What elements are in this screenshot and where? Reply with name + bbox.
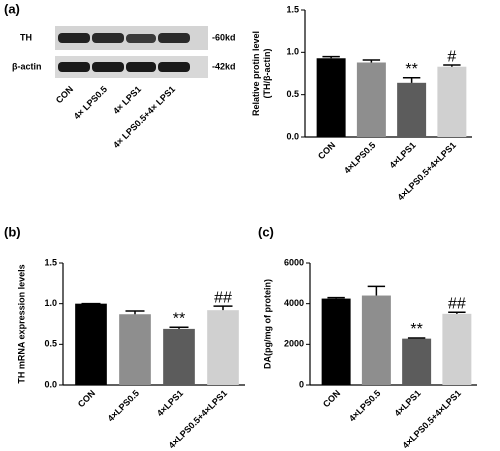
blot-size: -60kd — [212, 32, 236, 42]
band — [58, 33, 90, 43]
x-tick-label: 4×LPS0.5 — [342, 140, 378, 176]
bar — [437, 66, 467, 137]
y-tick-label: 0.0 — [286, 131, 299, 141]
panel-label: (c) — [258, 224, 274, 239]
error-bar — [327, 296, 345, 299]
y-axis-label: DA(pg/mg of protein) — [262, 279, 272, 369]
lane-label: CON — [54, 84, 75, 105]
significance: ** — [410, 321, 422, 338]
blot-size: -42kd — [212, 61, 236, 71]
panel-label: (b) — [4, 224, 21, 239]
error-bar — [407, 337, 426, 339]
error-bar — [322, 55, 340, 59]
band — [158, 33, 190, 43]
band — [92, 62, 124, 72]
y-tick-label: 6000 — [284, 257, 304, 267]
bar — [75, 303, 107, 385]
blot-row-label: TH — [20, 32, 32, 42]
y-tick-label: 4000 — [284, 298, 304, 308]
y-tick-label: 1.5 — [44, 257, 57, 267]
x-tick-label: CON — [321, 388, 342, 409]
error-bar — [402, 76, 421, 83]
lane-label: 4× LPS0.5+4× LPS1 — [111, 84, 177, 150]
significance: ** — [405, 61, 417, 78]
bar — [402, 338, 432, 385]
y-axis-label: Relative protin level — [251, 31, 261, 116]
y-tick-label: 1.0 — [286, 47, 299, 57]
significance: ## — [448, 295, 466, 312]
error-bar — [169, 326, 189, 329]
significance: ** — [173, 310, 185, 327]
error-bar — [362, 59, 381, 63]
error-bar — [213, 305, 233, 311]
x-tick-label: 4×LPS1 — [155, 388, 185, 418]
x-tick-label: 4×LPS0.5 — [347, 388, 383, 424]
significance: # — [447, 48, 456, 65]
y-axis-label: TH mRNA expression levels — [16, 264, 26, 383]
band — [126, 62, 156, 72]
bar — [316, 58, 346, 138]
bar — [361, 295, 391, 385]
lane-label: 4× LPS1 — [111, 84, 143, 116]
error-bar — [443, 64, 461, 67]
y-tick-label: 0.0 — [44, 379, 57, 389]
x-tick-label: 4×LPS1 — [392, 388, 422, 418]
y-tick-label: 1.0 — [44, 298, 57, 308]
y-tick-label: 0 — [299, 379, 304, 389]
x-tick-label: CON — [316, 140, 337, 161]
y-tick-label: 0.5 — [286, 89, 299, 99]
significance: ## — [214, 289, 232, 306]
panel-label: (a) — [4, 1, 20, 16]
x-tick-label: CON — [76, 388, 97, 409]
bar — [119, 314, 151, 385]
y-tick-label: 2000 — [284, 339, 304, 349]
error-bar — [125, 310, 145, 315]
band — [158, 62, 190, 72]
error-bar — [367, 285, 386, 296]
x-tick-label: 4×LPS0.5 — [106, 388, 142, 424]
bar — [356, 62, 386, 137]
y-tick-label: 0.5 — [44, 339, 57, 349]
band — [92, 33, 124, 43]
band — [126, 34, 156, 43]
y-tick-label: 1.5 — [286, 4, 299, 14]
band — [58, 62, 90, 72]
bar — [207, 310, 239, 385]
x-tick-label: 4×LPS1 — [387, 140, 417, 170]
bar — [163, 328, 195, 385]
bar — [442, 313, 472, 385]
bar — [321, 298, 351, 385]
lane-label: 4× LPS0.5 — [72, 84, 109, 121]
bar — [397, 82, 427, 137]
y-axis-label: (TH/β-actin) — [262, 49, 272, 99]
error-bar — [448, 311, 466, 314]
blot-row-label: β-actin — [12, 61, 42, 71]
blot: (a) TH β-actin -60kd -42kd — [4, 1, 236, 78]
